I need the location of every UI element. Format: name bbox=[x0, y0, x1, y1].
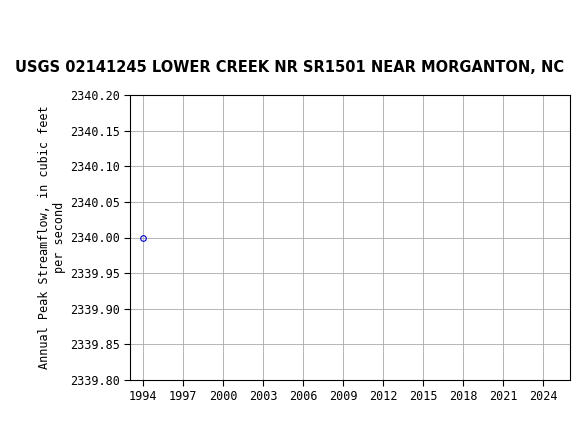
Y-axis label: Annual Peak Streamflow, in cubic feet
per second: Annual Peak Streamflow, in cubic feet pe… bbox=[38, 106, 66, 369]
Text: USGS 02141245 LOWER CREEK NR SR1501 NEAR MORGANTON, NC: USGS 02141245 LOWER CREEK NR SR1501 NEAR… bbox=[16, 60, 564, 75]
Text: ≋ USGS: ≋ USGS bbox=[10, 9, 75, 24]
